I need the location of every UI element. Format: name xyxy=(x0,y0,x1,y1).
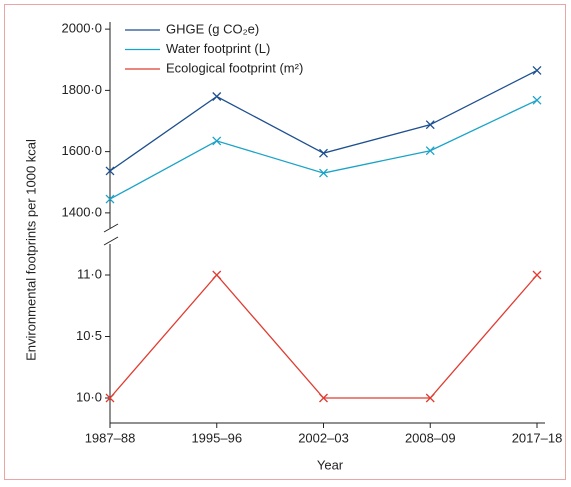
point-marker xyxy=(532,270,542,280)
point-marker xyxy=(425,393,435,403)
point-marker xyxy=(425,120,435,130)
y-tick-label: 1400·0 xyxy=(62,204,102,219)
x-tick-label: 1995–96 xyxy=(191,430,242,445)
frame xyxy=(4,4,566,480)
y-tick-label: 10·5 xyxy=(76,328,102,343)
point-marker xyxy=(532,66,542,75)
legend-label: GHGE (g CO₂e) xyxy=(166,21,259,36)
y-tick-label: 1600·0 xyxy=(62,143,102,158)
series-line xyxy=(109,274,538,399)
y-tick-label: 1800·0 xyxy=(62,82,102,97)
y-tick-label: 11·0 xyxy=(77,266,102,281)
axis-break xyxy=(103,223,119,233)
x-axis-title: Year xyxy=(317,457,344,472)
legend-label: Water footprint (L) xyxy=(166,41,270,56)
point-marker xyxy=(319,148,328,158)
point-marker xyxy=(212,92,222,101)
point-marker xyxy=(425,146,435,156)
point-marker xyxy=(212,270,222,280)
axis-break xyxy=(103,236,119,246)
x-tick-label: 1987–88 xyxy=(85,430,136,445)
x-tick-label: 2017–18 xyxy=(512,430,563,445)
series-line xyxy=(109,99,538,200)
point-marker xyxy=(319,393,328,403)
x-tick-label: 2002–03 xyxy=(298,430,349,445)
point-marker xyxy=(105,194,115,204)
y-axis-title: Environmental footprints per 1000 kcal xyxy=(23,139,38,361)
point-marker xyxy=(319,168,328,178)
y-tick-label: 10·0 xyxy=(76,389,102,404)
legend-label: Ecological footprint (m²) xyxy=(166,60,303,75)
point-marker xyxy=(532,95,542,105)
y-tick-label: 2000·0 xyxy=(62,21,102,36)
x-tick-label: 2008–09 xyxy=(405,430,456,445)
series-line xyxy=(109,69,538,172)
point-marker xyxy=(105,166,115,176)
point-marker xyxy=(105,393,115,403)
point-marker xyxy=(212,136,222,146)
